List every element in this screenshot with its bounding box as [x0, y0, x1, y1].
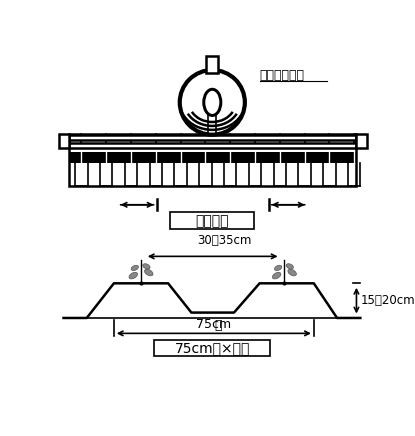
Bar — [69, 153, 356, 163]
Ellipse shape — [204, 89, 221, 116]
Ellipse shape — [129, 272, 137, 279]
Text: 30〜35cm: 30〜35cm — [197, 234, 251, 247]
Bar — [69, 136, 356, 140]
Text: 畝: 畝 — [215, 319, 222, 332]
Text: 逆転ロータリ: 逆転ロータリ — [259, 69, 305, 82]
Ellipse shape — [131, 265, 139, 271]
Ellipse shape — [288, 269, 296, 276]
Ellipse shape — [275, 265, 282, 271]
Bar — [207, 56, 218, 73]
Ellipse shape — [272, 272, 281, 279]
Bar — [69, 143, 356, 148]
Bar — [59, 134, 69, 148]
Text: 75cm: 75cm — [196, 318, 232, 331]
Ellipse shape — [286, 264, 293, 269]
Bar — [171, 212, 254, 229]
Ellipse shape — [144, 269, 153, 276]
Text: 15〜20cm: 15〜20cm — [361, 294, 415, 307]
Bar — [154, 340, 271, 357]
Ellipse shape — [143, 264, 150, 269]
Text: 75cm畝×２列: 75cm畝×２列 — [175, 341, 250, 355]
Bar — [69, 134, 356, 186]
Bar — [356, 134, 366, 148]
Text: 土の移動: 土の移動 — [195, 214, 229, 228]
Circle shape — [180, 70, 245, 135]
